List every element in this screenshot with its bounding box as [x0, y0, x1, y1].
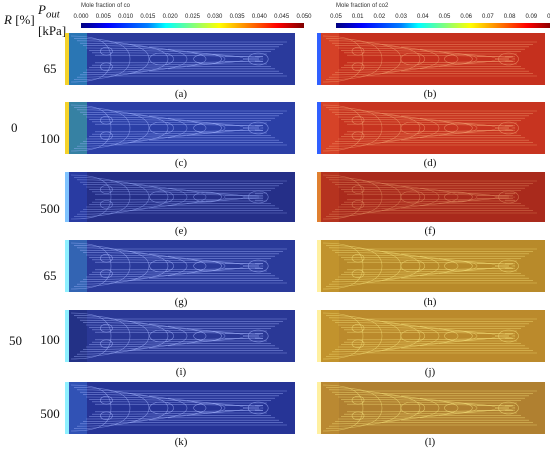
colorbar-tick-label: 0.000 — [73, 14, 89, 20]
colorbar-tick-label: 0.03 — [395, 14, 407, 20]
row-pressure-label: 500 — [40, 406, 60, 421]
group-label-r0: 0 — [11, 120, 18, 135]
colorbar-tick-label: 0.04 — [416, 14, 429, 20]
co-contour-panel — [65, 310, 295, 362]
colorbar-tick-label: 0.045 — [274, 14, 290, 20]
p-symbol: P — [38, 2, 46, 17]
row-pressure-label: 100 — [40, 332, 60, 347]
row-pressure-label: 65 — [43, 268, 57, 283]
panel-caption: (h) — [423, 296, 437, 308]
r-unit: [%] — [15, 12, 35, 27]
row-pressure-label: 65 — [43, 61, 57, 76]
co2-contour-panel — [317, 240, 545, 292]
panel-caption: (f) — [424, 225, 436, 237]
panel-caption: (j) — [424, 366, 436, 378]
colorbar-tick-label: 0.010 — [118, 14, 134, 20]
co2-contour-panel — [317, 382, 545, 434]
co-contour-panel — [65, 240, 295, 292]
panel-caption: (b) — [423, 88, 437, 100]
p-unit: [kPa] — [38, 22, 67, 38]
colorbar-tick-label: 0.05 — [438, 14, 451, 20]
colorbar-tick-label: 0.09 — [525, 14, 538, 20]
colorbar-tick-label: 0.015 — [140, 14, 156, 20]
colorbar-tick-label: 0.08 — [503, 14, 516, 20]
colorbar-tick-label: 0.020 — [162, 14, 178, 20]
p-axis-header: Pout [kPa] — [38, 2, 66, 38]
colorbar-tick-label: 0.050 — [296, 14, 312, 20]
colorbar-tick-label: 0.02 — [373, 14, 386, 20]
row-pressure-label: 500 — [40, 201, 60, 216]
panel-caption: (e) — [174, 225, 188, 237]
colorbar-tick-label: 0.05 — [330, 14, 342, 20]
co2-contour-panel — [317, 33, 545, 85]
p-subscript: out — [45, 8, 60, 21]
colorbar-tick-label: 0.030 — [207, 14, 223, 20]
group-label-r50: 50 — [9, 333, 22, 348]
colorbar-tick-label: 0.040 — [251, 14, 267, 20]
r-axis-header: R [%] — [4, 12, 35, 28]
colorbar-co-gradient — [81, 23, 304, 28]
colorbar-tick-label: 0.07 — [482, 14, 494, 20]
panel-caption: (l) — [424, 436, 436, 448]
panel-caption: (c) — [174, 157, 188, 169]
colorbar-tick-label: 0.025 — [184, 14, 201, 20]
colorbar-co2-title: Mole fraction of co2 — [336, 3, 389, 9]
panel-caption: (d) — [423, 157, 437, 169]
panel-caption: (i) — [175, 366, 187, 378]
co-contour-panel — [65, 172, 295, 222]
r-symbol: R — [4, 12, 12, 27]
colorbar-co2-gradient — [336, 23, 550, 28]
colorbar-tick-label: 0.01 — [351, 14, 364, 20]
co2-contour-panel — [317, 172, 545, 222]
panel-caption: (g) — [174, 296, 188, 308]
co-contour-panel — [65, 102, 295, 154]
panel-caption: (k) — [174, 436, 188, 448]
row-pressure-label: 100 — [40, 131, 60, 146]
co-contour-panel — [65, 382, 295, 434]
co2-contour-panel — [317, 310, 545, 362]
colorbar-tick-label: 0.10 — [547, 14, 550, 20]
colorbar-tick-label: 0.005 — [95, 14, 111, 20]
colorbar-tick-label: 0.035 — [229, 14, 245, 20]
co2-contour-panel — [317, 102, 545, 154]
colorbar-co-title: Mole fraction of co — [81, 3, 131, 9]
colorbar-tick-label: 0.06 — [460, 14, 473, 20]
panel-caption: (a) — [174, 88, 188, 100]
co-contour-panel — [65, 33, 295, 85]
